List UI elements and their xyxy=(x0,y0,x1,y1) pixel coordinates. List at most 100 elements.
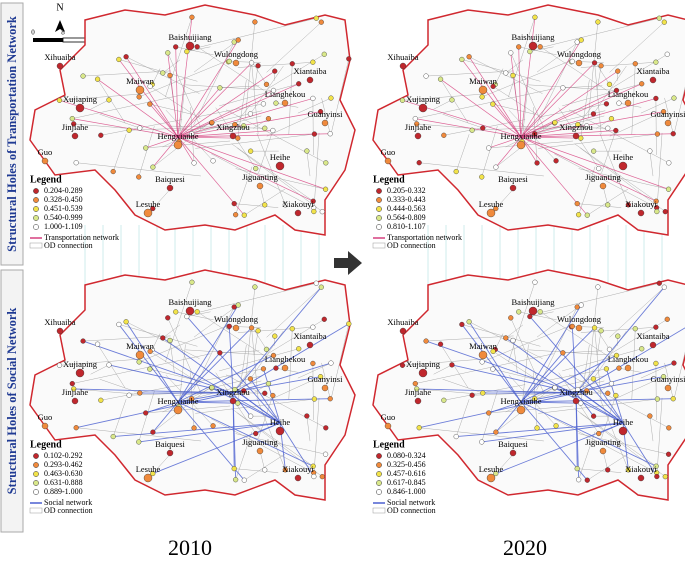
place-name: Hengxianhe xyxy=(157,396,198,406)
node xyxy=(319,209,325,215)
township-boundary xyxy=(237,412,323,477)
scale-tick: 8 xyxy=(61,29,65,37)
node xyxy=(165,315,171,321)
township-boundary xyxy=(599,133,629,205)
place-name: Xiantaiba xyxy=(293,66,326,76)
legend-label: 0.457-0.616 xyxy=(387,469,426,478)
network-edge xyxy=(167,52,179,138)
node xyxy=(310,198,316,204)
node xyxy=(194,309,200,315)
node xyxy=(310,95,316,102)
township-boundary xyxy=(492,368,536,380)
node xyxy=(653,324,659,330)
town-node xyxy=(281,99,289,107)
network-edge xyxy=(177,136,314,202)
place-name: Jinjiahe xyxy=(62,387,89,397)
township-boundary xyxy=(252,327,267,350)
township-boundary xyxy=(260,186,265,205)
node xyxy=(311,396,318,402)
township-boundary xyxy=(518,46,557,56)
node xyxy=(653,463,659,469)
township-boundary xyxy=(538,398,658,414)
node xyxy=(313,280,319,286)
node xyxy=(613,392,619,399)
place-name: Jinjiahe xyxy=(62,122,89,132)
node xyxy=(71,386,77,392)
node xyxy=(322,186,329,192)
network-edge xyxy=(468,56,522,138)
place-name: Baiquesi xyxy=(155,439,185,449)
node xyxy=(575,387,581,393)
town-node xyxy=(185,41,195,51)
township-boundary xyxy=(540,311,607,356)
township-boundary xyxy=(508,110,557,161)
node xyxy=(670,396,676,402)
township-boundary xyxy=(266,111,321,137)
network-edge xyxy=(177,355,274,403)
node xyxy=(252,19,258,25)
node xyxy=(328,95,334,101)
node xyxy=(479,174,485,180)
township-boundary xyxy=(254,65,259,90)
node xyxy=(272,333,278,339)
network-edge xyxy=(118,59,179,138)
township-boundary xyxy=(603,186,608,205)
town-node xyxy=(135,85,145,95)
legend-label: 0.204-0.289 xyxy=(44,186,83,195)
legend-title: Legend xyxy=(373,174,405,185)
node xyxy=(241,123,247,129)
legend-label: 0.205-0.332 xyxy=(387,186,426,195)
node xyxy=(437,341,444,347)
township-boundary xyxy=(225,374,326,429)
network-edge xyxy=(97,78,179,138)
node xyxy=(262,390,268,396)
node xyxy=(516,309,522,315)
place-name: Wulongdong xyxy=(214,314,259,324)
township-boundary xyxy=(542,283,660,313)
network-edge xyxy=(145,136,179,149)
town-node xyxy=(575,59,583,67)
township-boundary xyxy=(313,397,320,477)
legend-symbol xyxy=(376,197,382,203)
node xyxy=(605,125,611,131)
node xyxy=(510,337,516,344)
node xyxy=(184,48,190,55)
node xyxy=(136,94,142,100)
node xyxy=(616,100,622,106)
legend-label: 0.333-0.443 xyxy=(387,195,426,204)
node xyxy=(603,101,610,107)
town-node xyxy=(618,161,628,171)
township-boundary xyxy=(83,335,171,342)
town-node xyxy=(229,397,237,405)
legend-title: Legend xyxy=(30,439,62,450)
node xyxy=(664,51,670,57)
place-name: Maiwan xyxy=(126,76,155,86)
place-name: Wulongdong xyxy=(214,49,259,59)
township-boundary xyxy=(237,147,323,212)
township-boundary xyxy=(185,84,274,91)
township-boundary xyxy=(288,328,293,400)
node xyxy=(625,467,631,473)
node xyxy=(590,111,597,117)
township-boundary xyxy=(235,431,253,480)
township-boundary xyxy=(256,133,286,205)
node xyxy=(321,51,327,57)
node xyxy=(189,14,195,20)
legend-symbol xyxy=(376,480,382,486)
township-boundary xyxy=(245,286,256,384)
node xyxy=(480,390,486,396)
network-edge xyxy=(520,70,618,138)
place-name: Baiquesi xyxy=(498,174,528,184)
place-name: Hengxianhe xyxy=(500,131,541,141)
place-name: Baishuijiang xyxy=(512,297,556,307)
town-node xyxy=(478,85,488,95)
node xyxy=(136,359,142,365)
place-name: Wulongdong xyxy=(557,314,602,324)
north-label: N xyxy=(56,2,63,13)
node xyxy=(235,135,241,141)
network-edge xyxy=(520,327,595,403)
legend-symbol xyxy=(33,453,39,459)
node xyxy=(248,148,254,154)
